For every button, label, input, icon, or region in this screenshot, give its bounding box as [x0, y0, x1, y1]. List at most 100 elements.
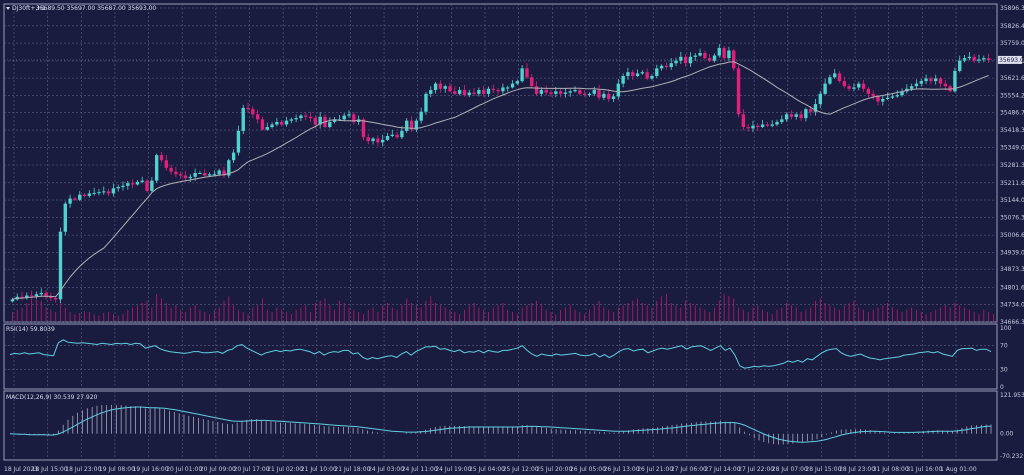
price-axis-label: 34873.35 [1000, 266, 1024, 273]
candle-body [102, 191, 106, 193]
candle-body [582, 93, 587, 96]
candle-body [68, 198, 72, 204]
price-axis-label: 34734.00 [1000, 302, 1024, 309]
candle-body [756, 125, 760, 128]
candle-body [236, 130, 241, 153]
candle-body [217, 170, 221, 175]
candle-body [82, 194, 87, 196]
rsi-axis-label: 100 [1000, 325, 1012, 332]
candle-body [198, 173, 202, 175]
candle-body [29, 295, 34, 297]
rsi-label: RSI(14) 59.8039 [6, 326, 55, 333]
candle-body [116, 187, 120, 189]
candle-body [885, 97, 890, 99]
candle-body [49, 296, 53, 299]
candle-body [616, 83, 620, 97]
candle-body [462, 90, 467, 96]
candle-body [10, 299, 15, 302]
time-axis-label: 18 Jul 23:00 [65, 466, 101, 473]
candle-body [727, 50, 731, 59]
candle-body [92, 192, 96, 194]
time-axis-label: 26 Jul 05:00 [570, 466, 606, 473]
symbol-label: DJ30ft+,H1 [12, 5, 46, 12]
candle-body [578, 90, 582, 94]
candle-body [953, 70, 957, 92]
candle-body [602, 93, 606, 98]
rsi-panel-frame [3, 323, 998, 390]
candle-body [145, 180, 149, 191]
time-axis-label: 28 Jul 07:00 [772, 466, 808, 473]
time-axis-label: 28 Jul 15:00 [805, 466, 841, 473]
candle-body [390, 134, 394, 136]
candle-body [674, 60, 678, 64]
candle-body [400, 130, 404, 138]
candle-body [982, 58, 986, 60]
candle-body [741, 114, 746, 128]
time-axis-label: 25 Jul 04:00 [469, 466, 505, 473]
candle-body [332, 119, 337, 122]
candle-body [352, 114, 356, 122]
candle-body [150, 180, 154, 191]
candle-body [126, 183, 130, 186]
candle-body [347, 114, 351, 116]
candle-body [972, 56, 976, 61]
time-axis-label: 21 Jul 10:00 [301, 466, 337, 473]
macd-axis-label: 121.953 [1000, 392, 1024, 399]
price-axis-label: 34801.65 [1000, 284, 1024, 291]
triangle-down-icon [6, 7, 10, 10]
price-axis-label: 35621.65 [1000, 75, 1024, 82]
time-axis-label: 27 Jul 14:00 [705, 466, 741, 473]
candle-body [241, 107, 245, 131]
candle-body [823, 83, 827, 94]
time-axis-label: 25 Jul 20:00 [536, 466, 572, 473]
price-axis-label: 35759.00 [1000, 40, 1024, 47]
candle-body [164, 160, 168, 168]
rsi-axis-label: 70 [1000, 343, 1008, 350]
candle-body [395, 134, 399, 138]
time-axis-label: 27 Jul 06:00 [671, 466, 707, 473]
candle-body [914, 83, 919, 87]
candle-body [265, 127, 269, 130]
candle-body [299, 115, 303, 119]
candle-body [655, 68, 659, 76]
price-axis-label: 35076.35 [1000, 214, 1024, 221]
macd-axis-label: 0.00 [1000, 431, 1014, 438]
candle-body [784, 114, 789, 120]
candle-body [688, 56, 693, 64]
candle-body [549, 92, 553, 94]
main-panel-frame [3, 3, 998, 323]
candle-body [775, 121, 779, 125]
time-axis-label: 18 Jul 15:00 [32, 466, 68, 473]
candle-body [664, 65, 669, 68]
candle-body [73, 198, 77, 200]
candle-body [977, 59, 981, 61]
candle-body [97, 192, 101, 194]
candle-body [693, 55, 697, 57]
candle-body [804, 109, 808, 119]
candle-body [780, 119, 784, 122]
candle-body [645, 72, 649, 79]
candle-body [861, 83, 866, 89]
candle-body [376, 138, 380, 143]
candle-body [597, 90, 601, 98]
candle-body [881, 98, 885, 102]
time-axis-label: 20 Jul 17:00 [234, 466, 270, 473]
candle-body [443, 86, 447, 89]
rsi-axis-label: 0 [1000, 384, 1004, 391]
macd-label: MACD(12,26,9) 30.539 27.920 [6, 394, 98, 401]
candle-body [111, 188, 116, 194]
price-axis-label: 35144.00 [1000, 197, 1024, 204]
candle-body [438, 83, 443, 89]
candle-body [318, 116, 322, 125]
price-axis-label: 35826.45 [1000, 23, 1024, 30]
candle-body [121, 185, 125, 188]
candle-body [188, 176, 193, 179]
time-axis-label: 20 Jul 09:00 [200, 466, 236, 473]
candle-body [227, 160, 231, 176]
candle-body [751, 125, 755, 129]
candle-body [414, 120, 419, 130]
candle-body [385, 135, 390, 140]
candle-body [472, 92, 476, 94]
candle-body [732, 50, 736, 69]
